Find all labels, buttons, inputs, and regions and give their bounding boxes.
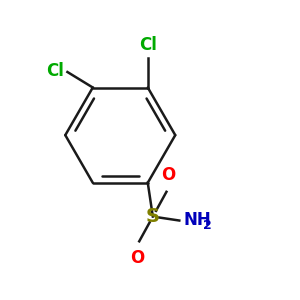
Text: S: S: [146, 207, 160, 226]
Text: NH: NH: [184, 212, 212, 230]
Text: 2: 2: [203, 219, 212, 232]
Text: O: O: [161, 166, 176, 184]
Text: Cl: Cl: [139, 36, 157, 54]
Text: Cl: Cl: [46, 61, 64, 80]
Text: O: O: [130, 249, 144, 267]
